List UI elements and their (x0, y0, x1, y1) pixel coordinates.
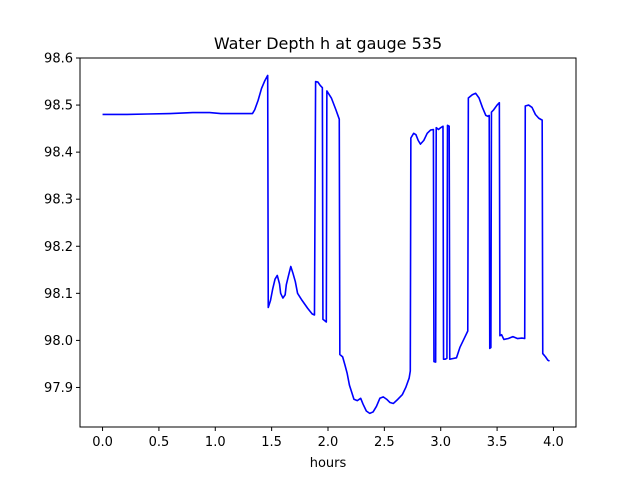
x-axis-label: hours (310, 456, 347, 471)
y-tick-label: 98.5 (44, 99, 73, 114)
y-tick-label: 98.0 (44, 334, 73, 349)
chart-title: Water Depth h at gauge 535 (214, 34, 442, 53)
y-tick-label: 98.3 (44, 193, 73, 208)
plot-area (102, 74, 550, 415)
y-axis: 97.9 98.0 98.1 98.2 98.3 98.4 98.5 98.6 (44, 52, 80, 396)
y-tick-label: 97.9 (44, 381, 73, 396)
x-axis: 0.0 0.5 1.0 1.5 2.0 2.5 3.0 3.5 4.0 (92, 427, 564, 450)
y-tick-label: 98.6 (44, 52, 73, 67)
x-tick-label: 2.0 (318, 435, 339, 450)
y-tick-label: 98.1 (44, 287, 73, 302)
x-tick-label: 0.5 (149, 435, 170, 450)
x-tick-label: 0.0 (92, 435, 113, 450)
x-tick-label: 1.0 (205, 435, 226, 450)
x-tick-label: 2.5 (374, 435, 395, 450)
plot-frame (79, 57, 577, 428)
x-tick-label: 4.0 (543, 435, 564, 450)
series-line-water-depth (102, 74, 550, 415)
x-tick-label: 3.5 (487, 435, 508, 450)
x-tick-label: 3.0 (430, 435, 451, 450)
y-tick-label: 98.4 (44, 146, 73, 161)
y-tick-label: 98.2 (44, 240, 73, 255)
x-tick-label: 1.5 (261, 435, 282, 450)
